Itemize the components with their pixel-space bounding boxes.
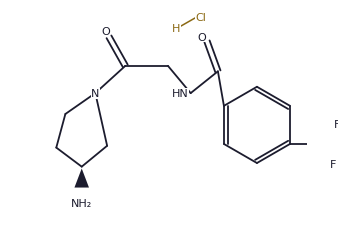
Text: Cl: Cl [195,13,206,23]
Text: NH₂: NH₂ [71,199,92,209]
Text: HN: HN [172,89,189,99]
Text: O: O [101,27,110,37]
Text: H: H [172,24,180,34]
Text: F: F [330,159,337,169]
Text: N: N [91,89,99,99]
Text: O: O [197,33,206,43]
Polygon shape [74,169,89,188]
Text: F: F [334,120,338,129]
